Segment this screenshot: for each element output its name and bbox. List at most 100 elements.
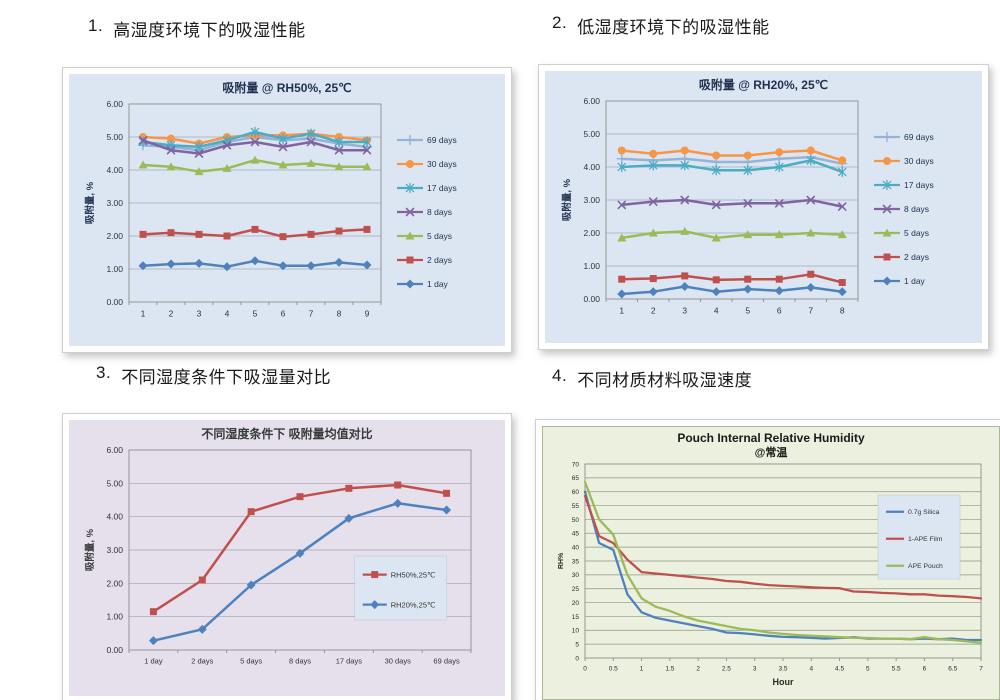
y-tick-label: 5.00 <box>106 132 123 142</box>
y-tick-label: 4.00 <box>583 162 600 172</box>
y-axis-label: 吸附量, % <box>561 178 573 221</box>
legend-item-17-days: 17 days <box>873 179 934 191</box>
legend-label: 1-APE Film <box>908 536 943 543</box>
series-5-days <box>616 226 847 242</box>
legend-label: 5 days <box>904 228 929 238</box>
x-tick-label: 1 <box>141 309 146 319</box>
x-tick-label: 5 days <box>240 657 262 666</box>
y-tick-label: 0 <box>575 655 579 662</box>
y-tick-label: 1.00 <box>106 612 123 622</box>
section-1-heading: 1. 高湿度环境下的吸湿性能 <box>88 16 306 41</box>
legend-label: 30 days <box>427 159 457 169</box>
x-tick-label: 7 <box>309 309 314 319</box>
x-tick-label: 5.5 <box>892 666 901 673</box>
x-tick-label: 6 <box>923 666 927 673</box>
legend-item-0-7g-silica: 0.7g Silica <box>886 509 940 516</box>
x-tick-label: 0.5 <box>609 666 618 673</box>
legend-item-5-days: 5 days <box>397 231 452 241</box>
chart-panel-pouch: Pouch Internal Relative Humidity @常温 0 5 1… <box>535 419 1000 700</box>
legend-item-30-days: 30 days <box>873 156 933 166</box>
x-tick-label: 0 <box>583 666 587 673</box>
x-tick-label: 5 <box>253 309 258 319</box>
x-axis-label: Hour <box>773 677 794 687</box>
legend-item-ape-pouch: APE Pouch <box>886 563 943 570</box>
y-tick-label: 2.00 <box>106 578 123 588</box>
series-ape-pouch <box>583 480 983 644</box>
chart-rh50-area: 吸附量 @ RH50%, 25℃ 0.00 1.00 2.00 3.00 4.00 5.0… <box>69 74 505 346</box>
x-tick-label: 5 <box>745 306 750 316</box>
legend: RH50%,25℃ RH20%,25℃ <box>354 555 448 621</box>
x-axis: 0 0.5 1 1.5 2 2.5 3 3.5 4 4.5 5 5.5 6 6.5 7 <box>583 658 983 673</box>
legend-label: 1 day <box>904 276 926 286</box>
y-tick-label: 30 <box>572 572 580 579</box>
x-tick-label: 2 <box>169 309 174 319</box>
x-tick-label: 4.5 <box>835 666 844 673</box>
legend: 0.7g Silica 1-APE Film APE Pouch <box>877 494 961 580</box>
x-tick-label: 4 <box>809 666 813 673</box>
series-8-days <box>138 135 372 158</box>
y-tick-label: 5.00 <box>583 129 600 139</box>
legend-label: 2 days <box>904 252 929 262</box>
series-17-days <box>617 155 847 178</box>
legend-label: 69 days <box>427 135 457 145</box>
y-tick-label: 45 <box>572 531 580 538</box>
x-tick-label: 69 days <box>433 657 460 666</box>
y-tick-label: 6.00 <box>106 445 123 455</box>
x-tick-label: 3 <box>197 309 202 319</box>
section-2-number: 2. <box>552 13 568 32</box>
x-tick-label: 2 <box>696 666 700 673</box>
chart-rh20-area: 吸附量 @ RH20%, 25℃ 0.00 1.00 2.00 3.00 4.00 5.0… <box>545 71 982 343</box>
section-3-title: 不同湿度条件下吸湿量对比 <box>121 368 332 387</box>
series-rh50-25 <box>149 481 451 616</box>
x-tick-label: 3 <box>753 666 757 673</box>
x-tick-label: 3.5 <box>778 666 787 673</box>
chart-pouch-area: Pouch Internal Relative Humidity @常温 0 5 1… <box>542 426 1000 700</box>
x-tick-label: 8 <box>839 306 844 316</box>
series-30-days <box>617 146 846 165</box>
x-tick-label: 4 <box>713 306 718 316</box>
legend-label: 0.7g Silica <box>908 509 940 516</box>
x-tick-label: 7 <box>979 666 983 673</box>
section-1-title: 高湿度环境下的吸湿性能 <box>113 21 306 40</box>
x-tick-label: 8 <box>337 309 342 319</box>
legend-item-8-days: 8 days <box>873 204 929 214</box>
section-2-title: 低湿度环境下的吸湿性能 <box>577 18 770 37</box>
x-axis: 1 2 3 4 5 6 7 8 <box>605 299 858 316</box>
y-axis-label: RH% <box>558 552 565 569</box>
chart-compare-area: 不同湿度条件下 吸附量均值对比 0.00 1.00 2.00 3.00 4.00 5.00… <box>69 420 505 696</box>
section-1-number: 1. <box>88 16 104 35</box>
y-tick-label: 0.00 <box>106 645 123 655</box>
y-tick-label: 1.00 <box>583 261 600 271</box>
plot-border <box>128 449 472 651</box>
legend-label: 8 days <box>427 207 452 217</box>
y-tick-label: 15 <box>572 614 580 621</box>
legend-item-1-ape-film: 1-APE Film <box>886 536 943 543</box>
legend-item-2-days: 2 days <box>873 252 929 262</box>
legend-label: 17 days <box>427 183 457 193</box>
legend-item-rh20-25: RH20%,25℃ <box>362 600 436 609</box>
chart-panel-rh20: 吸附量 @ RH20%, 25℃ 0.00 1.00 2.00 3.00 4.00 5.0… <box>538 64 989 350</box>
y-tick-label: 3.00 <box>583 195 600 205</box>
x-axis: 1 2 3 4 5 6 7 8 9 <box>128 302 382 319</box>
chart-rh50-svg: 0.00 1.00 2.00 3.00 4.00 5.00 6.00 1 2 3 4 5 6 7 8 9 69 … <box>84 99 457 319</box>
legend-label: RH20%,25℃ <box>391 600 436 609</box>
legend-item-rh50-25: RH50%,25℃ <box>362 570 436 579</box>
y-tick-label: 5 <box>575 641 579 648</box>
y-tick-label: 70 <box>572 461 580 468</box>
y-tick-label: 0.00 <box>106 297 123 307</box>
plot-border <box>128 103 382 303</box>
legend-label: RH50%,25℃ <box>391 570 436 579</box>
legend-label: 17 days <box>904 180 934 190</box>
legend: 69 days 30 days 17 days 8 days 5 days 2 days 1… <box>397 134 457 289</box>
series-1-ape-film <box>583 494 983 600</box>
x-tick-label: 2.5 <box>722 666 731 673</box>
chart-panel-rh50: 吸附量 @ RH50%, 25℃ 0.00 1.00 2.00 3.00 4.00 5.0… <box>62 67 512 353</box>
legend-label: APE Pouch <box>908 563 943 570</box>
series-2-days <box>617 270 846 286</box>
legend-item-5-days: 5 days <box>873 228 929 238</box>
chart-compare-title: 不同湿度条件下 吸附量均值对比 <box>201 427 373 441</box>
x-axis: 1 day 2 days 5 days 8 days 17 days 30 days 69 … <box>128 650 472 666</box>
legend-item-69-days: 69 days <box>873 131 933 143</box>
x-tick-label: 1.5 <box>665 666 674 673</box>
